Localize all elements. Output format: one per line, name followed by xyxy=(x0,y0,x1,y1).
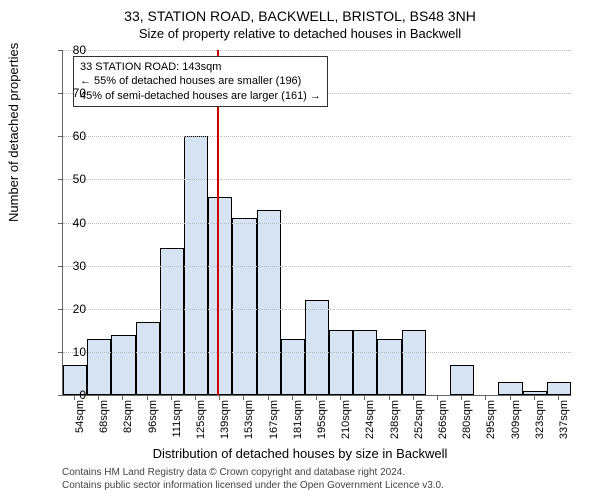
plot-area: 33 STATION ROAD: 143sqm← 55% of detached… xyxy=(62,50,571,396)
xtick-label: 54sqm xyxy=(74,400,86,460)
xtick-label: 224sqm xyxy=(364,400,376,460)
xtick-label: 252sqm xyxy=(413,400,425,460)
footer-attribution: Contains HM Land Registry data © Crown c… xyxy=(62,466,444,492)
histogram-bar xyxy=(523,391,547,395)
annotation-line1: 33 STATION ROAD: 143sqm xyxy=(80,60,321,74)
xtick-label: 238sqm xyxy=(389,400,401,460)
histogram-bar xyxy=(329,330,353,395)
gridline xyxy=(63,179,571,180)
xtick-label: 125sqm xyxy=(195,400,207,460)
histogram-bar xyxy=(498,382,522,395)
ytick-label: 30 xyxy=(46,259,86,273)
ytick-label: 60 xyxy=(46,129,86,143)
xtick-label: 68sqm xyxy=(98,400,110,460)
xtick-label: 181sqm xyxy=(292,400,304,460)
histogram-bar xyxy=(281,339,305,395)
xtick-label: 266sqm xyxy=(437,400,449,460)
annotation-line3: 45% of semi-detached houses are larger (… xyxy=(80,89,321,103)
annotation-line2: ← 55% of detached houses are smaller (19… xyxy=(80,74,321,88)
xtick-label: 280sqm xyxy=(461,400,473,460)
gridline xyxy=(63,136,571,137)
chart-title-line1: 33, STATION ROAD, BACKWELL, BRISTOL, BS4… xyxy=(0,8,600,24)
gridline xyxy=(63,352,571,353)
histogram-bar xyxy=(87,339,111,395)
gridline xyxy=(63,50,571,51)
histogram-bar xyxy=(257,210,281,395)
gridline xyxy=(63,309,571,310)
xtick-label: 153sqm xyxy=(243,400,255,460)
xtick-label: 167sqm xyxy=(268,400,280,460)
histogram-bar xyxy=(450,365,474,395)
ytick-label: 20 xyxy=(46,302,86,316)
annotation-box: 33 STATION ROAD: 143sqm← 55% of detached… xyxy=(73,56,328,107)
chart-container: 33, STATION ROAD, BACKWELL, BRISTOL, BS4… xyxy=(0,0,600,500)
xtick-label: 82sqm xyxy=(122,400,134,460)
histogram-bar xyxy=(547,382,571,395)
histogram-bar xyxy=(353,330,377,395)
histogram-bar xyxy=(208,197,232,395)
xtick-label: 96sqm xyxy=(147,400,159,460)
y-axis-label: Number of detached properties xyxy=(6,43,21,222)
footer-line1: Contains HM Land Registry data © Crown c… xyxy=(62,466,444,479)
histogram-bar xyxy=(377,339,401,395)
xtick-label: 139sqm xyxy=(219,400,231,460)
histogram-bar xyxy=(402,330,426,395)
xtick-label: 309sqm xyxy=(510,400,522,460)
ytick-label: 50 xyxy=(46,172,86,186)
histogram-bar xyxy=(305,300,329,395)
xtick-label: 195sqm xyxy=(316,400,328,460)
xtick-label: 210sqm xyxy=(340,400,352,460)
histogram-bar xyxy=(160,248,184,395)
footer-line2: Contains public sector information licen… xyxy=(62,479,444,492)
histogram-bar xyxy=(111,335,135,395)
xtick-label: 111sqm xyxy=(171,400,183,460)
xtick-label: 337sqm xyxy=(558,400,570,460)
ytick-label: 10 xyxy=(46,345,86,359)
gridline xyxy=(63,223,571,224)
xtick-label: 295sqm xyxy=(485,400,497,460)
chart-title-line2: Size of property relative to detached ho… xyxy=(0,26,600,41)
gridline xyxy=(63,266,571,267)
histogram-bar xyxy=(136,322,160,395)
ytick-label: 70 xyxy=(46,86,86,100)
ytick-label: 40 xyxy=(46,216,86,230)
xtick-label: 323sqm xyxy=(534,400,546,460)
ytick-label: 80 xyxy=(46,43,86,57)
histogram-bar xyxy=(232,218,256,395)
